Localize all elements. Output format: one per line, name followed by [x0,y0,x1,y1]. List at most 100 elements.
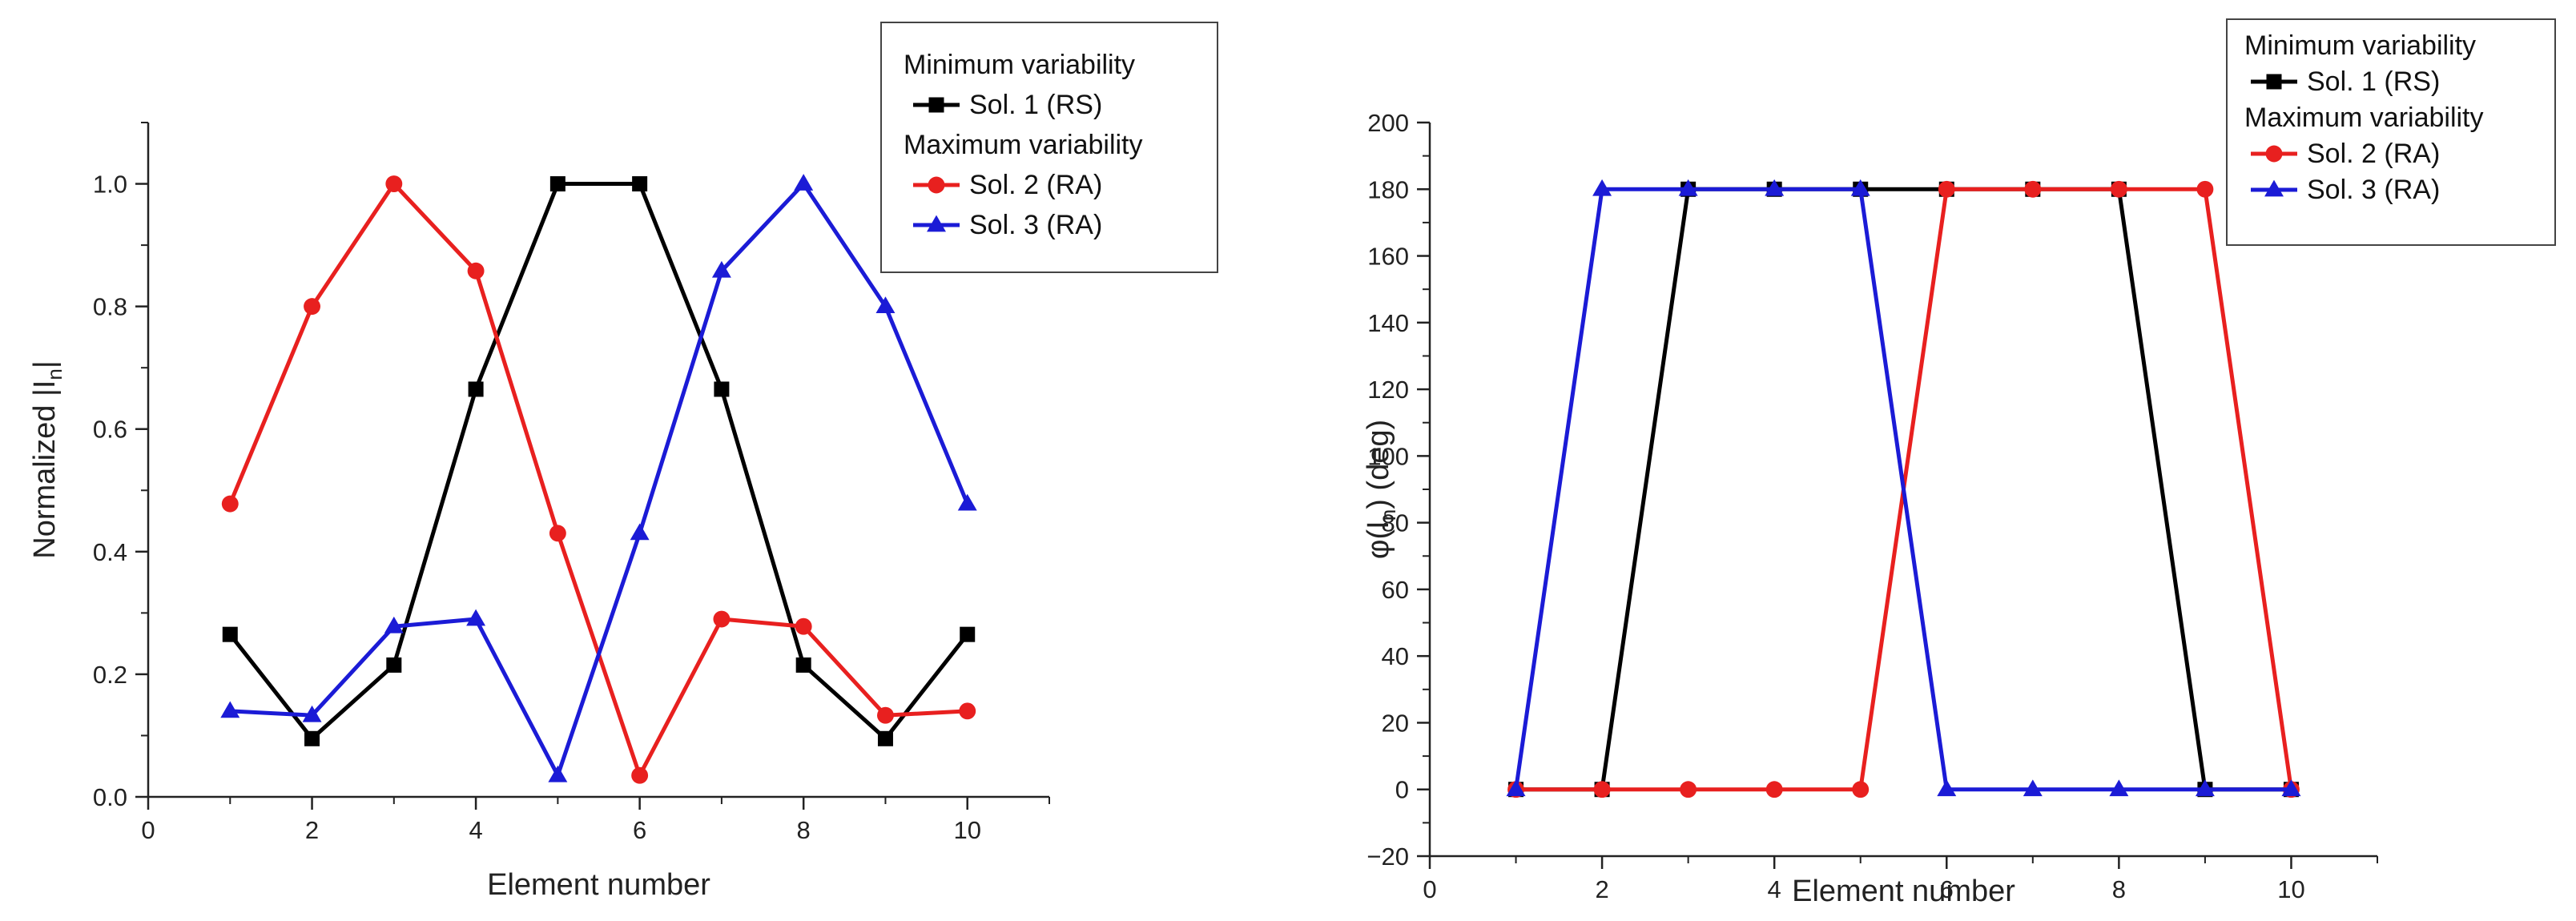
data-point-series-3 [384,616,404,633]
data-point-series-3 [1850,179,1870,196]
legend-label-3: Sol. 3 (RA) [969,210,1102,240]
data-point-series-3 [957,493,977,511]
data-point-series-1 [386,657,402,673]
y-tick-label: 0.8 [93,293,127,321]
x-axis-label: Element number [1792,875,2015,908]
data-point-series-2 [2196,180,2214,198]
data-point-series-2 [877,706,894,724]
x-tick-label: 8 [2112,875,2126,903]
y-tick-label: 0.4 [93,538,127,566]
data-point-series-3 [1506,779,1526,797]
x-tick-label: 0 [1423,875,1436,903]
data-point-series-3 [1765,179,1785,196]
data-point-series-3 [220,701,240,718]
data-point-series-1 [632,176,648,192]
data-point-series-3 [1937,779,1957,797]
legend-marker-3 [2264,179,2284,197]
data-point-series-2 [2110,180,2127,198]
data-point-series-1 [714,381,730,397]
chart-normalized-amplitude: 0 2 4 6 8 10 0.0 0.2 0.4 0.6 0.8 1.0 Element number N… [28,22,1218,902]
data-point-series-1 [304,730,320,746]
data-point-series-3 [302,705,322,722]
x-tick-label: 8 [797,816,811,844]
series-line-3 [1514,187,2292,792]
data-point-series-2 [1852,781,1870,798]
data-point-series-2 [1765,781,1783,798]
data-point-series-2 [304,298,320,316]
y-tick-label: 180 [1367,175,1409,203]
chart-phase: 0 2 4 6 8 10 −20 0 20 40 60 80 100 120 140 160 180 200 Ele… [1362,18,2556,908]
data-point-series-3 [466,609,486,626]
x-tick-label: 10 [953,816,980,844]
data-point-series-2 [631,766,649,784]
legend-label-3: Sol. 3 (RA) [2307,175,2440,205]
legend-heading: Minimum variability [904,50,1135,80]
data-point-series-2 [959,702,976,720]
legend-marker-1 [2266,74,2282,90]
legend-label-2: Sol. 2 (RA) [969,170,1102,200]
x-tick-label: 2 [1595,875,1608,903]
series-line-3 [230,182,970,778]
data-point-series-1 [960,626,976,642]
data-point-series-3 [2109,779,2129,797]
y-tick-label: 40 [1382,642,1409,670]
y-tick-label: 0.6 [93,416,127,444]
data-point-series-1 [795,657,811,673]
y-tick-label: 0.2 [93,661,127,689]
data-point-series-1 [549,176,566,192]
y-tick-label: 80 [1382,509,1409,537]
data-point-series-2 [1938,180,1955,198]
data-point-series-1 [877,730,893,746]
data-point-series-2 [795,617,812,635]
data-point-series-3 [794,174,814,191]
data-point-series-2 [385,175,403,192]
legend-box [2226,18,2556,246]
data-point-series-3 [875,296,896,314]
legend-label-1: Sol. 1 (RS) [969,90,1102,120]
data-point-series-2 [1593,781,1611,798]
y-tick-label: 140 [1367,309,1409,337]
y-tick-label: 160 [1367,243,1409,271]
data-point-series-2 [467,262,485,280]
data-point-series-2 [2024,180,2042,198]
y-axis-label: φ(In) (deg) [1362,420,1400,559]
legend-label-1: Sol. 1 (RS) [2307,66,2440,97]
data-point-series-2 [221,495,239,513]
x-tick-label: 2 [305,816,319,844]
y-tick-label: 120 [1367,376,1409,404]
data-point-series-3 [630,523,650,541]
legend-heading: Maximum variability [2244,103,2484,133]
data-point-series-3 [1678,179,1698,196]
legend-marker-1 [928,97,944,113]
data-point-series-2 [1680,781,1697,798]
x-tick-label: 10 [2277,875,2304,903]
data-point-series-2 [549,525,566,542]
data-point-series-3 [2195,779,2215,797]
series-line-1 [1515,187,2292,792]
legend-marker-2 [928,176,945,194]
legend-marker-3 [927,215,946,232]
x-tick-label: 6 [633,816,646,844]
y-tick-label: 100 [1367,442,1409,470]
y-tick-label: −20 [1366,843,1409,871]
legend-heading: Maximum variability [904,130,1143,160]
x-tick-label: 6 [1940,875,1954,903]
data-point-series-1 [222,626,238,642]
legend: Minimum variability Sol. 1 (RS) Maximum va… [2226,18,2556,246]
y-tick-label: 0 [1395,776,1409,804]
legend-label-2: Sol. 2 (RA) [2307,139,2440,169]
y-tick-label: 60 [1382,576,1409,604]
y-tick-label: 1.0 [93,171,127,199]
data-point-series-3 [548,765,568,782]
data-point-series-1 [468,381,484,397]
legend-marker-2 [2265,145,2283,163]
x-tick-label: 0 [141,816,155,844]
y-tick-label: 20 [1382,709,1409,737]
data-point-series-3 [711,260,731,278]
data-point-series-3 [1592,179,1612,196]
x-tick-label: 4 [469,816,482,844]
legend: Minimum variability Sol. 1 (RS) Maximum va… [880,22,1218,273]
legend-heading: Minimum variability [2244,30,2476,61]
data-point-series-3 [2023,779,2043,797]
